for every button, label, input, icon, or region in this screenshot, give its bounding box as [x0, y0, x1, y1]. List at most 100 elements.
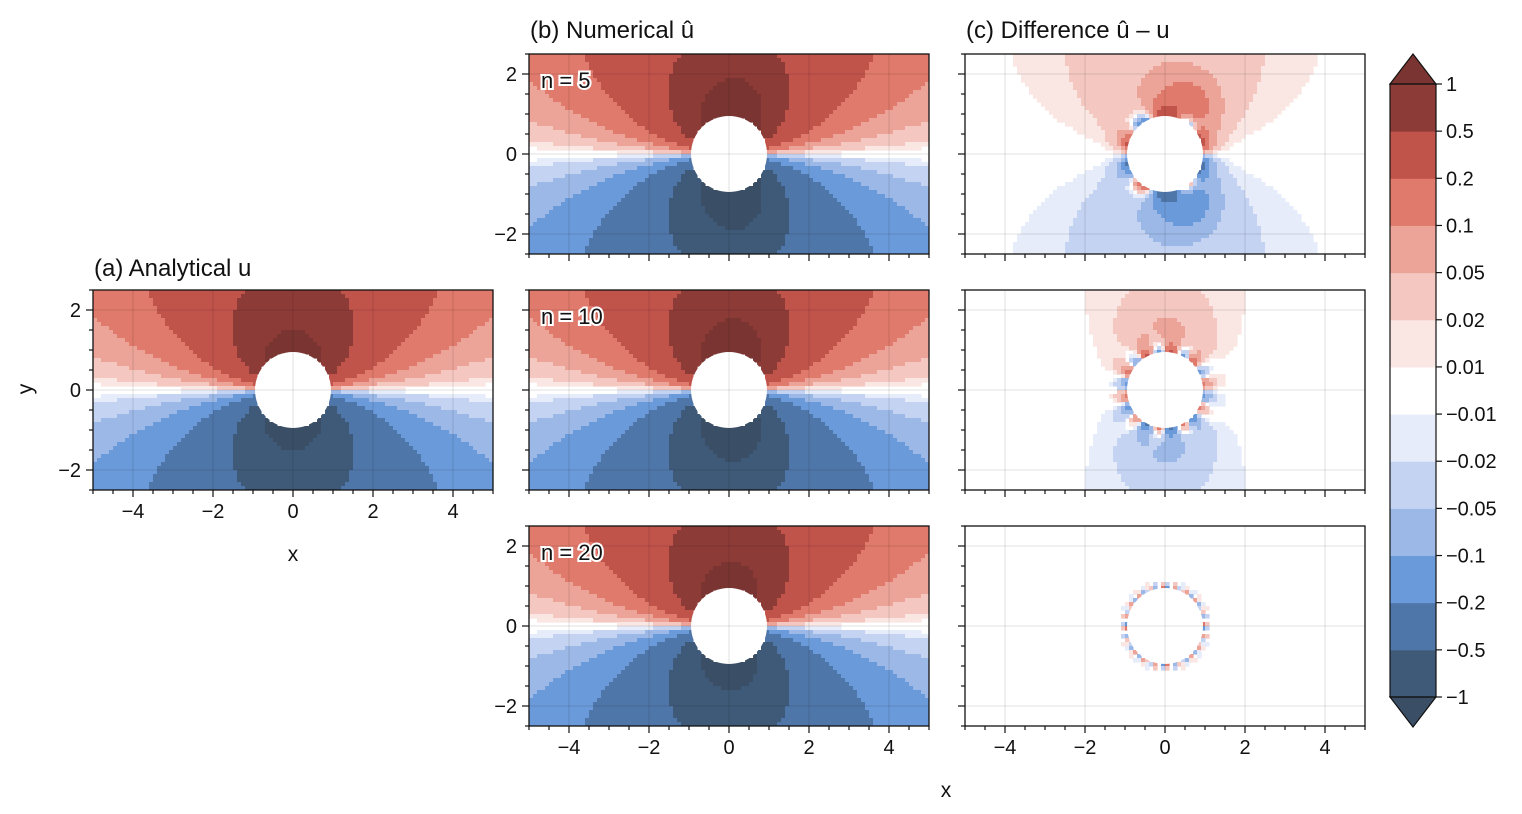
colorbar-band: [1390, 461, 1436, 509]
colorbar-tick-label: 0.01: [1446, 357, 1485, 379]
shared-xlabel: x: [941, 779, 952, 802]
row-label: n = 5: [541, 68, 591, 93]
y-tick-label: 0: [506, 144, 517, 166]
contour-field: [529, 526, 929, 726]
ticks: [958, 53, 1366, 261]
cylinder-mask: [691, 116, 767, 192]
x-tick-label: −4: [994, 737, 1017, 759]
contour-field: [1085, 290, 1246, 490]
x-tick-label: −4: [122, 501, 145, 523]
x-tick-label: 2: [367, 501, 378, 523]
ticks: [86, 289, 494, 497]
cylinder-mask: [691, 352, 767, 428]
colorbar-band: [1390, 508, 1436, 557]
colorbar-band: [1390, 366, 1436, 415]
panel-b2: n = 10: [522, 289, 930, 497]
colorbar-tick-label: 1: [1446, 74, 1457, 96]
colorbar-frame: [1389, 83, 1437, 698]
contour-field: [93, 290, 493, 490]
colorbar-tick-label: −0.02: [1446, 451, 1497, 473]
x-tick-label: −2: [1074, 737, 1097, 759]
colorbar-band: [1390, 225, 1436, 274]
panel-b3: −4 −2 0 2 4 −2 0 2 n = 20: [494, 525, 930, 759]
x-tick-label: 0: [287, 501, 298, 523]
cylinder-mask: [691, 588, 767, 664]
colorbar-tick-label: 0.5: [1446, 121, 1474, 143]
colorbar-tick-label: −0.5: [1446, 640, 1485, 662]
grid: [965, 526, 1365, 726]
x-tick-label: 4: [1319, 737, 1330, 759]
colorbar-band: [1390, 178, 1436, 226]
x-tick-label: −2: [202, 501, 225, 523]
panel-c-title: (c) Difference û – u: [966, 17, 1170, 44]
cylinder-mask: [1127, 352, 1203, 428]
y-tick-label: 0: [506, 616, 517, 638]
ticks: [522, 525, 930, 733]
colorbar-tick-label: −0.01: [1446, 404, 1497, 426]
panel-a: −4 −2 0 2 4 −2 0 2: [58, 289, 494, 523]
panel-a-xlabel: x: [288, 543, 299, 566]
colorbar-extend-low: [1388, 696, 1438, 728]
cylinder-mask: [1127, 588, 1203, 664]
colorbar: −1 −0.5 −0.2 −0.1 −0.05 −0.02 −0.01 0.01 0.02 0.0…: [1388, 53, 1497, 728]
row-label: n = 10: [541, 304, 603, 329]
cylinder-mask: [255, 352, 331, 428]
colorbar-band: [1390, 602, 1436, 651]
colorbar-tick-label: 0.1: [1446, 215, 1474, 237]
colorbar-tick-label: 0.05: [1446, 263, 1485, 285]
ticks: [958, 525, 1366, 733]
panel-b-title: (b) Numerical û: [530, 17, 694, 44]
x-tick-label: 0: [1159, 737, 1170, 759]
x-tick-label: 4: [447, 501, 458, 523]
panel-a-title: (a) Analytical u: [94, 255, 251, 282]
colorbar-band: [1390, 414, 1436, 462]
colorbar-tick-label: −0.1: [1446, 546, 1485, 568]
colorbar-tick-label: 0.2: [1446, 168, 1474, 190]
y-tick-label: 2: [506, 64, 517, 86]
grid: [965, 290, 1365, 490]
colorbar-band: [1390, 319, 1436, 368]
x-tick-label: 2: [1239, 737, 1250, 759]
panel-c2: [958, 289, 1366, 497]
colorbar-extend-high: [1388, 53, 1438, 85]
panels: −4 −2 0 2 4 −2 0 2 −2 0 2 n = 5 n = 10 −4 −2 0 2 4 −2 0 2 n =…: [58, 53, 1366, 759]
y-tick-label: 0: [70, 380, 81, 402]
contour-field: [529, 54, 929, 254]
colorbar-tick-label: −1: [1446, 687, 1469, 709]
grid: [93, 290, 493, 490]
y-tick-label: 2: [70, 300, 81, 322]
colorbar-band: [1390, 649, 1436, 698]
grid: [965, 54, 1365, 254]
contour-field: [1121, 582, 1210, 671]
colorbar-tick-label: 0.02: [1446, 310, 1485, 332]
y-tick-label: −2: [494, 224, 517, 246]
grid: [529, 526, 929, 726]
grid: [529, 54, 929, 254]
ticks: [522, 289, 930, 497]
panel-c3: −4 −2 0 2 4: [958, 525, 1366, 759]
colorbar-tick-label: −0.2: [1446, 593, 1485, 615]
cylinder-mask: [1127, 116, 1203, 192]
x-tick-label: 2: [803, 737, 814, 759]
x-tick-label: −2: [638, 737, 661, 759]
colorbar-band: [1390, 555, 1436, 604]
colorbar-band: [1390, 84, 1436, 132]
x-tick-label: 0: [723, 737, 734, 759]
contour-field: [529, 290, 929, 490]
x-tick-label: 4: [883, 737, 894, 759]
ticks: [958, 289, 1366, 497]
y-tick-label: 2: [506, 536, 517, 558]
grid: [529, 290, 929, 490]
colorbar-band: [1390, 272, 1436, 321]
panel-b1: −2 0 2 n = 5: [494, 53, 930, 261]
panel-a-ylabel: y: [14, 383, 37, 394]
colorbar-tick-label: −0.05: [1446, 498, 1497, 520]
panel-c1: [958, 53, 1366, 261]
x-tick-label: −4: [558, 737, 581, 759]
ticks: [522, 53, 930, 261]
y-tick-label: −2: [58, 460, 81, 482]
row-label: n = 20: [541, 540, 603, 565]
contour-field: [1013, 54, 1318, 254]
colorbar-band: [1390, 131, 1436, 179]
